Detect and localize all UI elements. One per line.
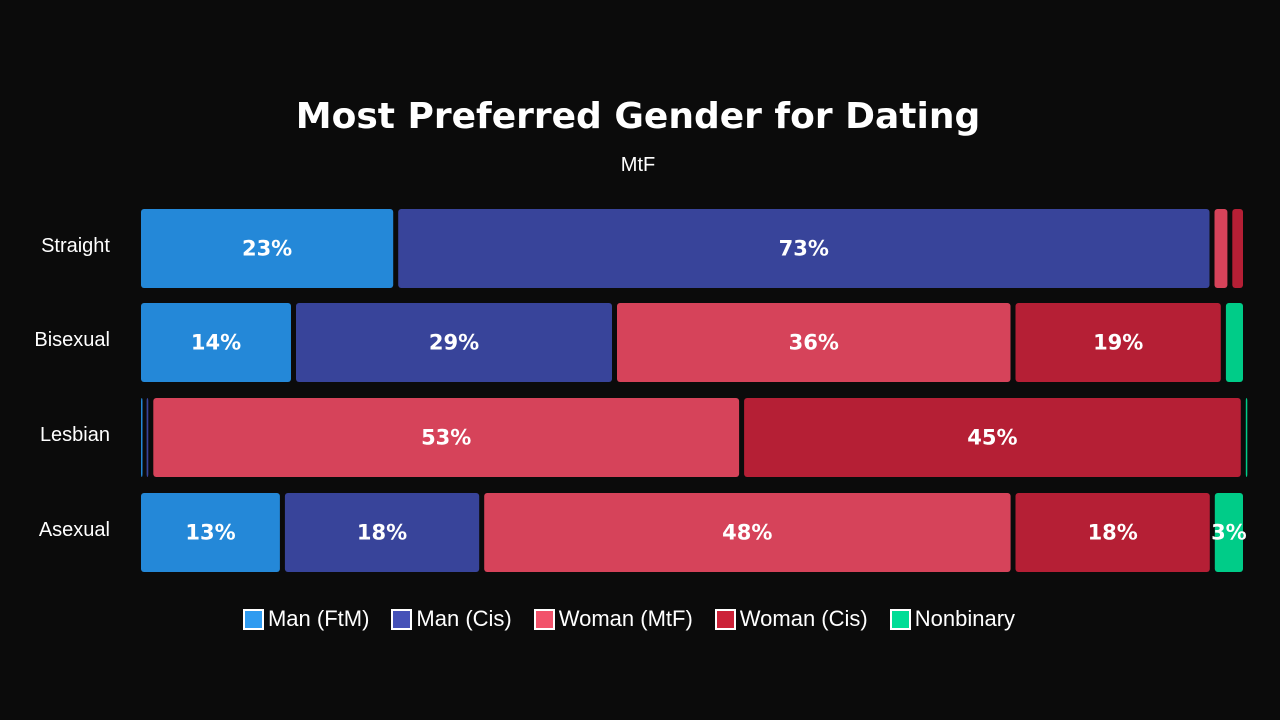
bar-segment bbox=[1015, 303, 1221, 382]
bar-segment bbox=[141, 398, 143, 477]
data-label: 18% bbox=[357, 521, 407, 545]
bar-segment bbox=[284, 493, 480, 572]
bar-segment bbox=[141, 493, 280, 572]
category-label: Bisexual bbox=[34, 329, 110, 351]
data-label: 13% bbox=[185, 521, 235, 545]
data-label: 53% bbox=[421, 426, 471, 450]
data-label: 36% bbox=[789, 331, 839, 355]
legend-item: Woman (MtF) bbox=[533, 606, 693, 632]
data-label: 48% bbox=[722, 521, 772, 545]
bar-segment bbox=[398, 209, 1210, 288]
chart-subtitle: MtF bbox=[620, 154, 656, 176]
legend-swatch bbox=[391, 608, 413, 630]
legend-label: Nonbinary bbox=[914, 606, 1016, 631]
bar-segment bbox=[141, 209, 394, 288]
data-label: 18% bbox=[1088, 521, 1138, 545]
bar-segment bbox=[484, 493, 1011, 572]
legend-item: Nonbinary bbox=[889, 606, 1016, 632]
bar-segment bbox=[617, 303, 1011, 382]
data-label: 73% bbox=[779, 237, 829, 261]
legend-swatch bbox=[714, 608, 736, 630]
bar-segment bbox=[1225, 303, 1243, 382]
category-label: Asexual bbox=[39, 519, 110, 541]
bar-segment bbox=[146, 398, 149, 477]
data-label: 29% bbox=[429, 331, 479, 355]
bar-segment bbox=[1214, 493, 1243, 572]
legend-label: Man (Cis) bbox=[416, 606, 512, 631]
legend-swatch bbox=[889, 608, 911, 630]
bar-segment bbox=[153, 398, 740, 477]
data-label: 19% bbox=[1093, 331, 1143, 355]
bars-plot: Straight 23% 73% Bisexual 14% 29% 36% 19% Lesbia… bbox=[34, 209, 1248, 572]
legend-item: Woman (Cis) bbox=[714, 606, 868, 632]
chart-title: Most Preferred Gender for Dating bbox=[295, 96, 981, 137]
bar-segment bbox=[1245, 398, 1248, 477]
bar-segment bbox=[141, 303, 291, 382]
legend: Man (FtM) Man (Cis) Woman (MtF) Woman (Cis)… bbox=[0, 606, 1258, 632]
legend-swatch bbox=[242, 608, 264, 630]
legend-label: Woman (Cis) bbox=[739, 606, 868, 631]
legend-item: Man (Cis) bbox=[391, 606, 512, 632]
category-label: Lesbian bbox=[40, 424, 110, 446]
data-label: 14% bbox=[191, 331, 241, 355]
bar-segment bbox=[296, 303, 612, 382]
data-label: 23% bbox=[242, 237, 292, 261]
legend-swatch bbox=[533, 608, 555, 630]
bar-segment bbox=[744, 398, 1241, 477]
data-label: 3% bbox=[1211, 521, 1247, 545]
legend-label: Man (FtM) bbox=[267, 606, 370, 631]
data-label: 45% bbox=[967, 426, 1017, 450]
bar-segment bbox=[1232, 209, 1243, 288]
legend-label: Woman (MtF) bbox=[558, 606, 693, 631]
bar-segment bbox=[1015, 493, 1210, 572]
category-label: Straight bbox=[41, 235, 110, 257]
legend-item: Man (FtM) bbox=[242, 606, 370, 632]
bar-segment bbox=[1214, 209, 1228, 288]
